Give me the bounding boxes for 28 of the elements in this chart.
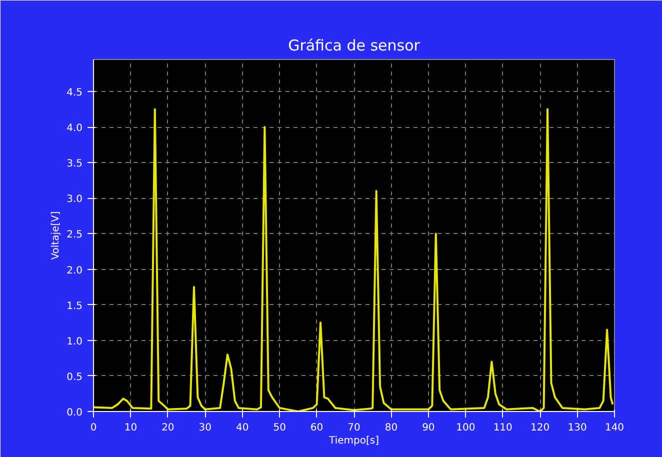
x-tick-label: 10 bbox=[124, 422, 138, 434]
x-axis-title: Tiempo[s] bbox=[328, 436, 380, 446]
x-tick-label: 130 bbox=[568, 422, 587, 434]
y-tick-label: 0.0 bbox=[66, 408, 83, 418]
x-tick-label: 20 bbox=[162, 422, 174, 434]
y-tick-label: 4.5 bbox=[66, 88, 83, 98]
x-tick-label: 30 bbox=[198, 422, 212, 434]
chart-title: Gráfica de sensor bbox=[288, 36, 421, 54]
x-tick-label: 60 bbox=[310, 422, 324, 434]
y-tick-label: 1.0 bbox=[66, 336, 83, 348]
y-tick-label: 1.5 bbox=[66, 300, 83, 312]
x-tick-label: 120 bbox=[530, 422, 550, 434]
y-tick-label: 3.5 bbox=[66, 158, 83, 170]
y-tick-label: 0.5 bbox=[66, 372, 83, 383]
x-tick-label: 0 bbox=[90, 422, 97, 434]
x-tick-label: 110 bbox=[493, 422, 512, 434]
x-tick-label: 50 bbox=[273, 422, 286, 434]
x-tick-label: 70 bbox=[348, 422, 360, 434]
x-tick-label: 100 bbox=[456, 422, 476, 434]
x-tick-label: 90 bbox=[422, 422, 435, 434]
y-tick-label: 2.0 bbox=[66, 265, 83, 276]
y-tick-label: 4.0 bbox=[66, 123, 83, 134]
y-tick-label: 3.0 bbox=[66, 194, 83, 206]
x-tick-label: 140 bbox=[604, 422, 624, 434]
x-tick-label: 40 bbox=[236, 422, 249, 434]
y-tick-label: 2.5 bbox=[66, 230, 83, 241]
x-tick-label: 80 bbox=[384, 422, 398, 434]
y-axis-title: Voltaje[V] bbox=[50, 211, 62, 260]
